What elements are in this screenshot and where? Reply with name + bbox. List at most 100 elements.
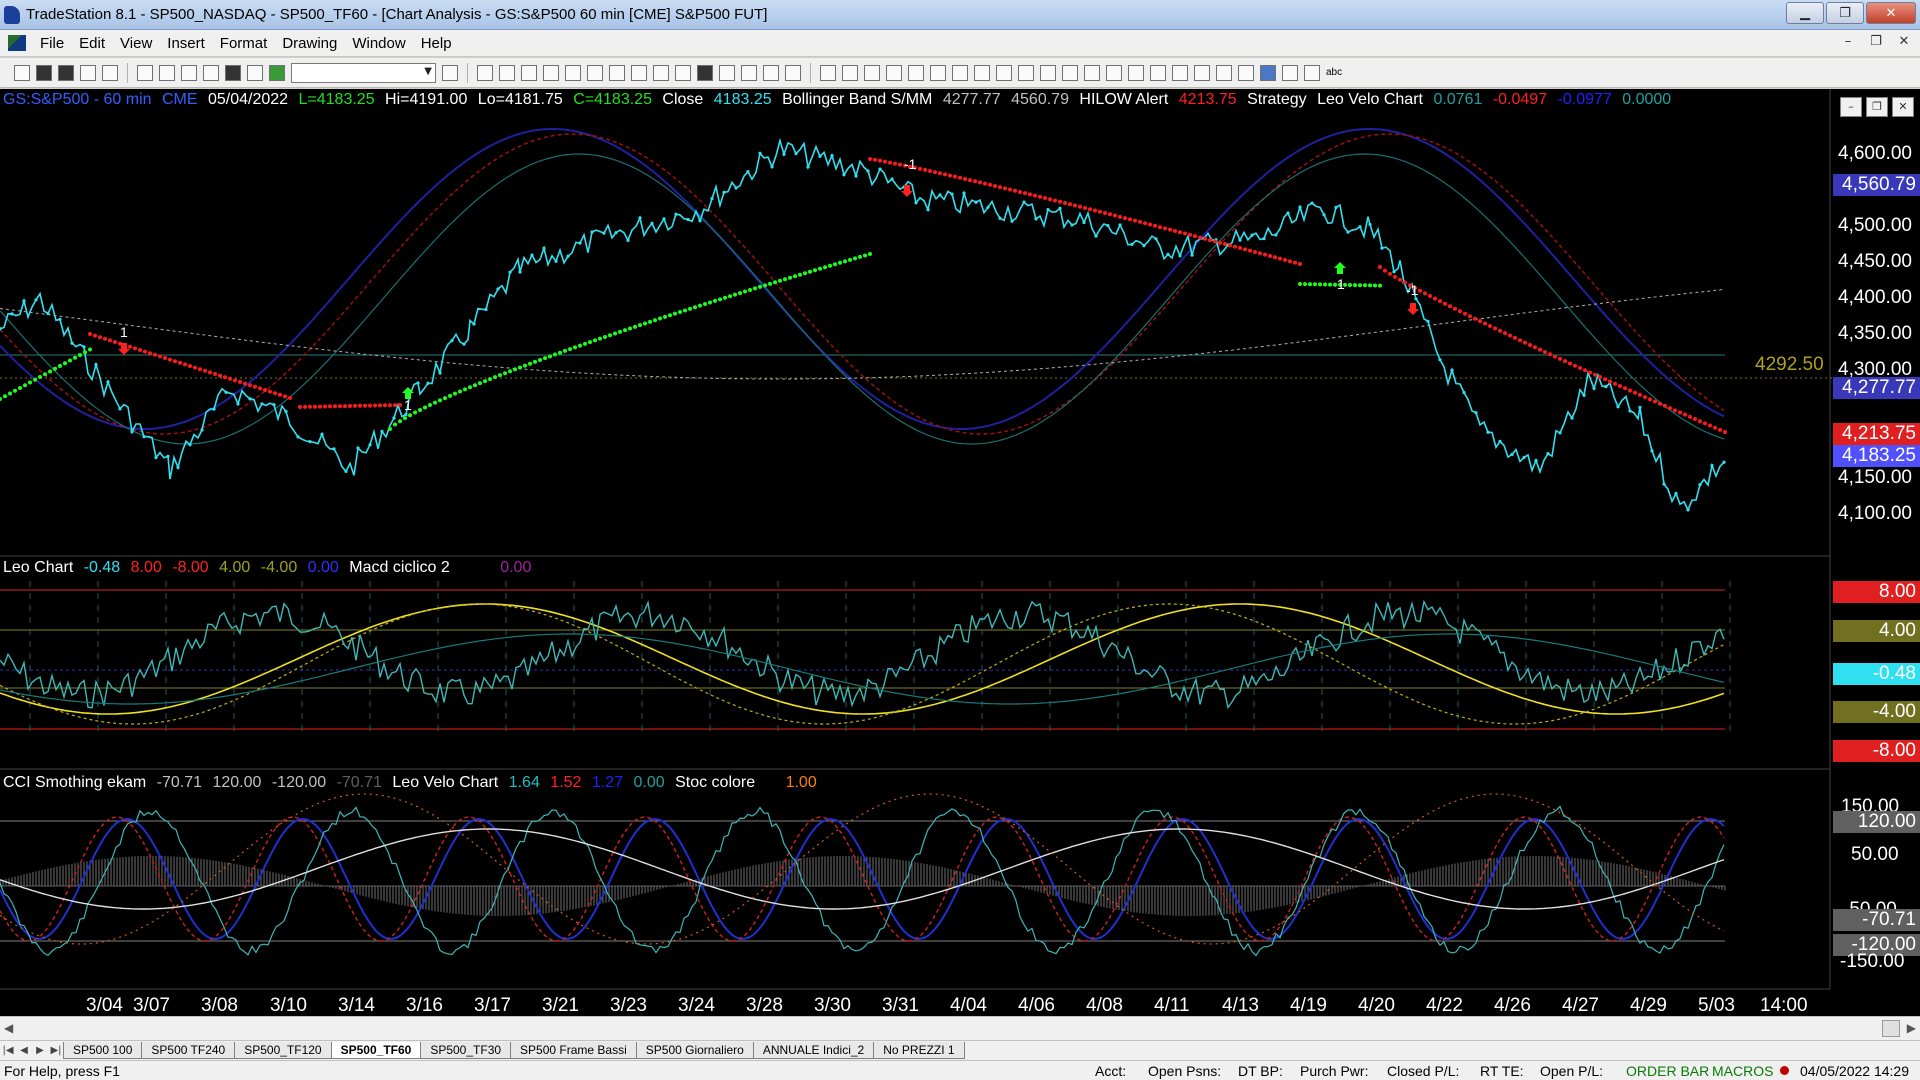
menu-file[interactable]: File (40, 34, 65, 52)
ellipse-icon[interactable] (1282, 64, 1298, 81)
chart-analysis-window[interactable]: GS:S&P500 - 60 min CME 05/04/2022 L=4183… (0, 89, 1920, 1040)
paste-icon[interactable] (102, 64, 118, 81)
chart-horizontal-scrollbar[interactable]: ◀ ▶ (0, 1016, 1920, 1040)
tab-sp500-tf240[interactable]: SP500 TF240 (141, 1042, 236, 1059)
menu-format[interactable]: Format (219, 34, 268, 52)
maximize-button[interactable]: ❐ (1826, 2, 1864, 24)
chart-restore-button[interactable]: ❐ (1866, 97, 1888, 117)
arc-icon[interactable] (1018, 64, 1034, 81)
trendline-icon[interactable] (930, 64, 946, 81)
new-icon[interactable] (14, 64, 30, 81)
zoom-in-icon[interactable] (763, 64, 779, 81)
cycle-lines-icon[interactable] (1194, 64, 1210, 81)
symbol-combobox[interactable] (291, 62, 436, 83)
tab-annuale-indici[interactable]: ANNUALE Indici_2 (752, 1042, 875, 1059)
price-bar-dot (1710, 463, 1714, 468)
text-tool[interactable]: abc (1326, 67, 1343, 78)
format-icon[interactable] (908, 64, 924, 81)
open-icon[interactable] (36, 64, 52, 81)
vertical-line-icon[interactable] (952, 64, 968, 81)
menu-help[interactable]: Help (420, 34, 452, 52)
lookup-icon[interactable] (442, 64, 458, 81)
doc-restore-button[interactable]: ❐ (1870, 34, 1882, 49)
data-icon[interactable] (697, 64, 713, 81)
chart-close-button[interactable]: ✕ (1892, 97, 1914, 117)
tab-sp500-tf120[interactable]: SP500_TF120 (234, 1042, 332, 1059)
hand-icon[interactable] (864, 64, 880, 81)
tab-sp500-frame-bassi[interactable]: SP500 Frame Bassi (510, 1042, 637, 1059)
tab-prev-icon[interactable]: ◀ (20, 1045, 28, 1056)
chart-document-icon[interactable] (8, 35, 26, 51)
alert-icon[interactable] (609, 64, 625, 81)
parallel-lines-icon[interactable] (1150, 64, 1166, 81)
window-icon[interactable] (181, 64, 197, 81)
doc-close-button[interactable]: ✕ (1898, 34, 1910, 49)
document-icon[interactable] (247, 64, 263, 81)
zoom-out-icon[interactable] (785, 64, 801, 81)
tab-first-icon[interactable]: |◀ (2, 1045, 14, 1056)
workspace-icon[interactable] (203, 64, 219, 81)
print-icon[interactable] (137, 64, 153, 81)
matrix-icon[interactable] (521, 64, 537, 81)
print-preview-icon[interactable] (159, 64, 175, 81)
menu-drawing[interactable]: Drawing (282, 34, 338, 52)
close-button[interactable]: ✕ (1866, 2, 1916, 24)
fib-arcs-icon[interactable] (1172, 64, 1188, 81)
tab-sp500-tf30[interactable]: SP500_TF30 (420, 1042, 512, 1059)
scroll-left-icon[interactable]: ◀ (4, 1021, 14, 1035)
rectangle-icon[interactable] (1304, 64, 1320, 81)
doc-minimize-button[interactable]: – (1844, 34, 1852, 49)
tab-sp500-100[interactable]: SP500 100 (63, 1042, 143, 1059)
horizontal-arrow-icon[interactable] (1128, 64, 1144, 81)
tab-sp500-tf60[interactable]: SP500_TF60 (330, 1042, 422, 1059)
date-tick: 3/16 (406, 995, 443, 1016)
save-icon[interactable] (58, 64, 74, 81)
tab-sp500-giornaliero[interactable]: SP500 Giornaliero (635, 1042, 754, 1059)
lock-icon[interactable] (225, 64, 241, 81)
chart-minimize-button[interactable]: – (1840, 97, 1862, 117)
order-bar-button[interactable]: ORDER BAR (1626, 1063, 1710, 1079)
speed-lines-icon[interactable] (1084, 64, 1100, 81)
copy-icon[interactable] (80, 64, 96, 81)
arc-tool-icon[interactable] (1216, 64, 1232, 81)
menu-window[interactable]: Window (352, 34, 406, 52)
data-cursor-icon[interactable] (842, 64, 858, 81)
regression-channel-icon[interactable] (1106, 64, 1122, 81)
hilow-red-dot (1693, 417, 1697, 422)
scanner-icon[interactable] (587, 64, 603, 81)
andrews-pitchfork-icon[interactable] (1040, 64, 1056, 81)
indicator-icon[interactable] (543, 64, 559, 81)
globe-icon[interactable] (269, 64, 285, 81)
macros-button[interactable]: MACROS (1712, 1063, 1774, 1079)
tab-next-icon[interactable]: ▶ (36, 1045, 44, 1056)
scroll-right-icon[interactable]: ▶ (1906, 1021, 1916, 1035)
hilow-green-dot (1378, 283, 1382, 288)
menu-edit[interactable]: Edit (79, 34, 106, 52)
price-bar-dot (734, 186, 738, 190)
pointer-icon[interactable] (820, 64, 836, 81)
tab-no-prezzi[interactable]: No PREZZI 1 (873, 1042, 965, 1059)
scroll-thumb[interactable] (1882, 1020, 1900, 1037)
minimize-button[interactable]: ▁ (1786, 2, 1824, 24)
chart-icon[interactable] (477, 64, 493, 81)
hilow-red-dot (1523, 340, 1527, 345)
arrow-down-icon[interactable] (1238, 64, 1254, 81)
chart-canvas[interactable] (0, 89, 1920, 1040)
hilow-red-dot (378, 403, 382, 408)
bar-type-icon[interactable] (719, 64, 735, 81)
settings-icon[interactable] (631, 64, 647, 81)
tools-icon[interactable] (886, 64, 902, 81)
strategy-icon[interactable] (565, 64, 581, 81)
candlestick-icon[interactable] (741, 64, 757, 81)
hilow-red-dot (323, 404, 327, 409)
menu-view[interactable]: View (120, 34, 153, 52)
arrow-up-icon[interactable] (1260, 64, 1276, 81)
menu-insert[interactable]: Insert (167, 34, 205, 52)
news-icon[interactable] (675, 64, 691, 81)
radar-icon[interactable] (499, 64, 515, 81)
tab-last-icon[interactable]: ▶| (50, 1045, 62, 1056)
link-icon[interactable] (653, 64, 669, 81)
horizontal-line-icon[interactable] (974, 64, 990, 81)
gann-fan-icon[interactable] (1062, 64, 1078, 81)
fibonacci-icon[interactable] (996, 64, 1012, 81)
